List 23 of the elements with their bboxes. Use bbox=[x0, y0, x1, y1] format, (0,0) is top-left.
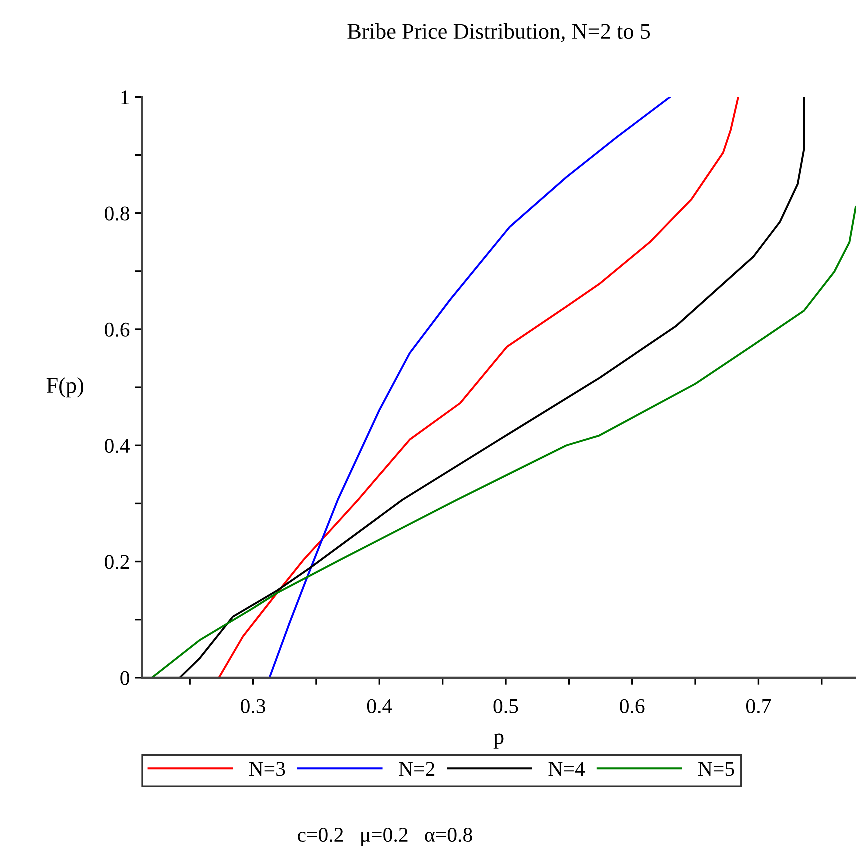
line-series bbox=[218, 97, 740, 678]
x-axis-title: p bbox=[494, 734, 504, 749]
x-tick-label: 0.3 bbox=[241, 699, 266, 714]
legend-label: N=5 bbox=[698, 762, 734, 776]
y-tick-label: 0 bbox=[120, 671, 130, 686]
legend-label: N=4 bbox=[548, 762, 586, 776]
line-series bbox=[151, 206, 856, 678]
y-tick-label: 1 bbox=[122, 90, 130, 104]
y-axis-title: F(p) bbox=[46, 377, 84, 398]
y-tick-label: 0.2 bbox=[105, 555, 130, 570]
legend-label: N=3 bbox=[249, 762, 286, 776]
chart-title: Bribe Price Distribution, N=2 to 5 bbox=[348, 23, 650, 42]
text: c=0.2 μ=0.2 α=0.8 bbox=[298, 828, 472, 846]
x-tick-label: 0.6 bbox=[620, 699, 645, 714]
legend-label: N=2 bbox=[399, 762, 435, 776]
y-tick-label: 0.4 bbox=[105, 439, 130, 454]
x-tick-label: 0.4 bbox=[367, 699, 392, 714]
y-tick-label: 0.8 bbox=[105, 206, 130, 221]
x-tick-label: 0.7 bbox=[746, 699, 772, 714]
line-series bbox=[179, 97, 806, 678]
x-tick-label: 0.5 bbox=[494, 699, 518, 714]
line-series bbox=[268, 97, 672, 678]
y-tick-label: 0.6 bbox=[105, 322, 130, 338]
